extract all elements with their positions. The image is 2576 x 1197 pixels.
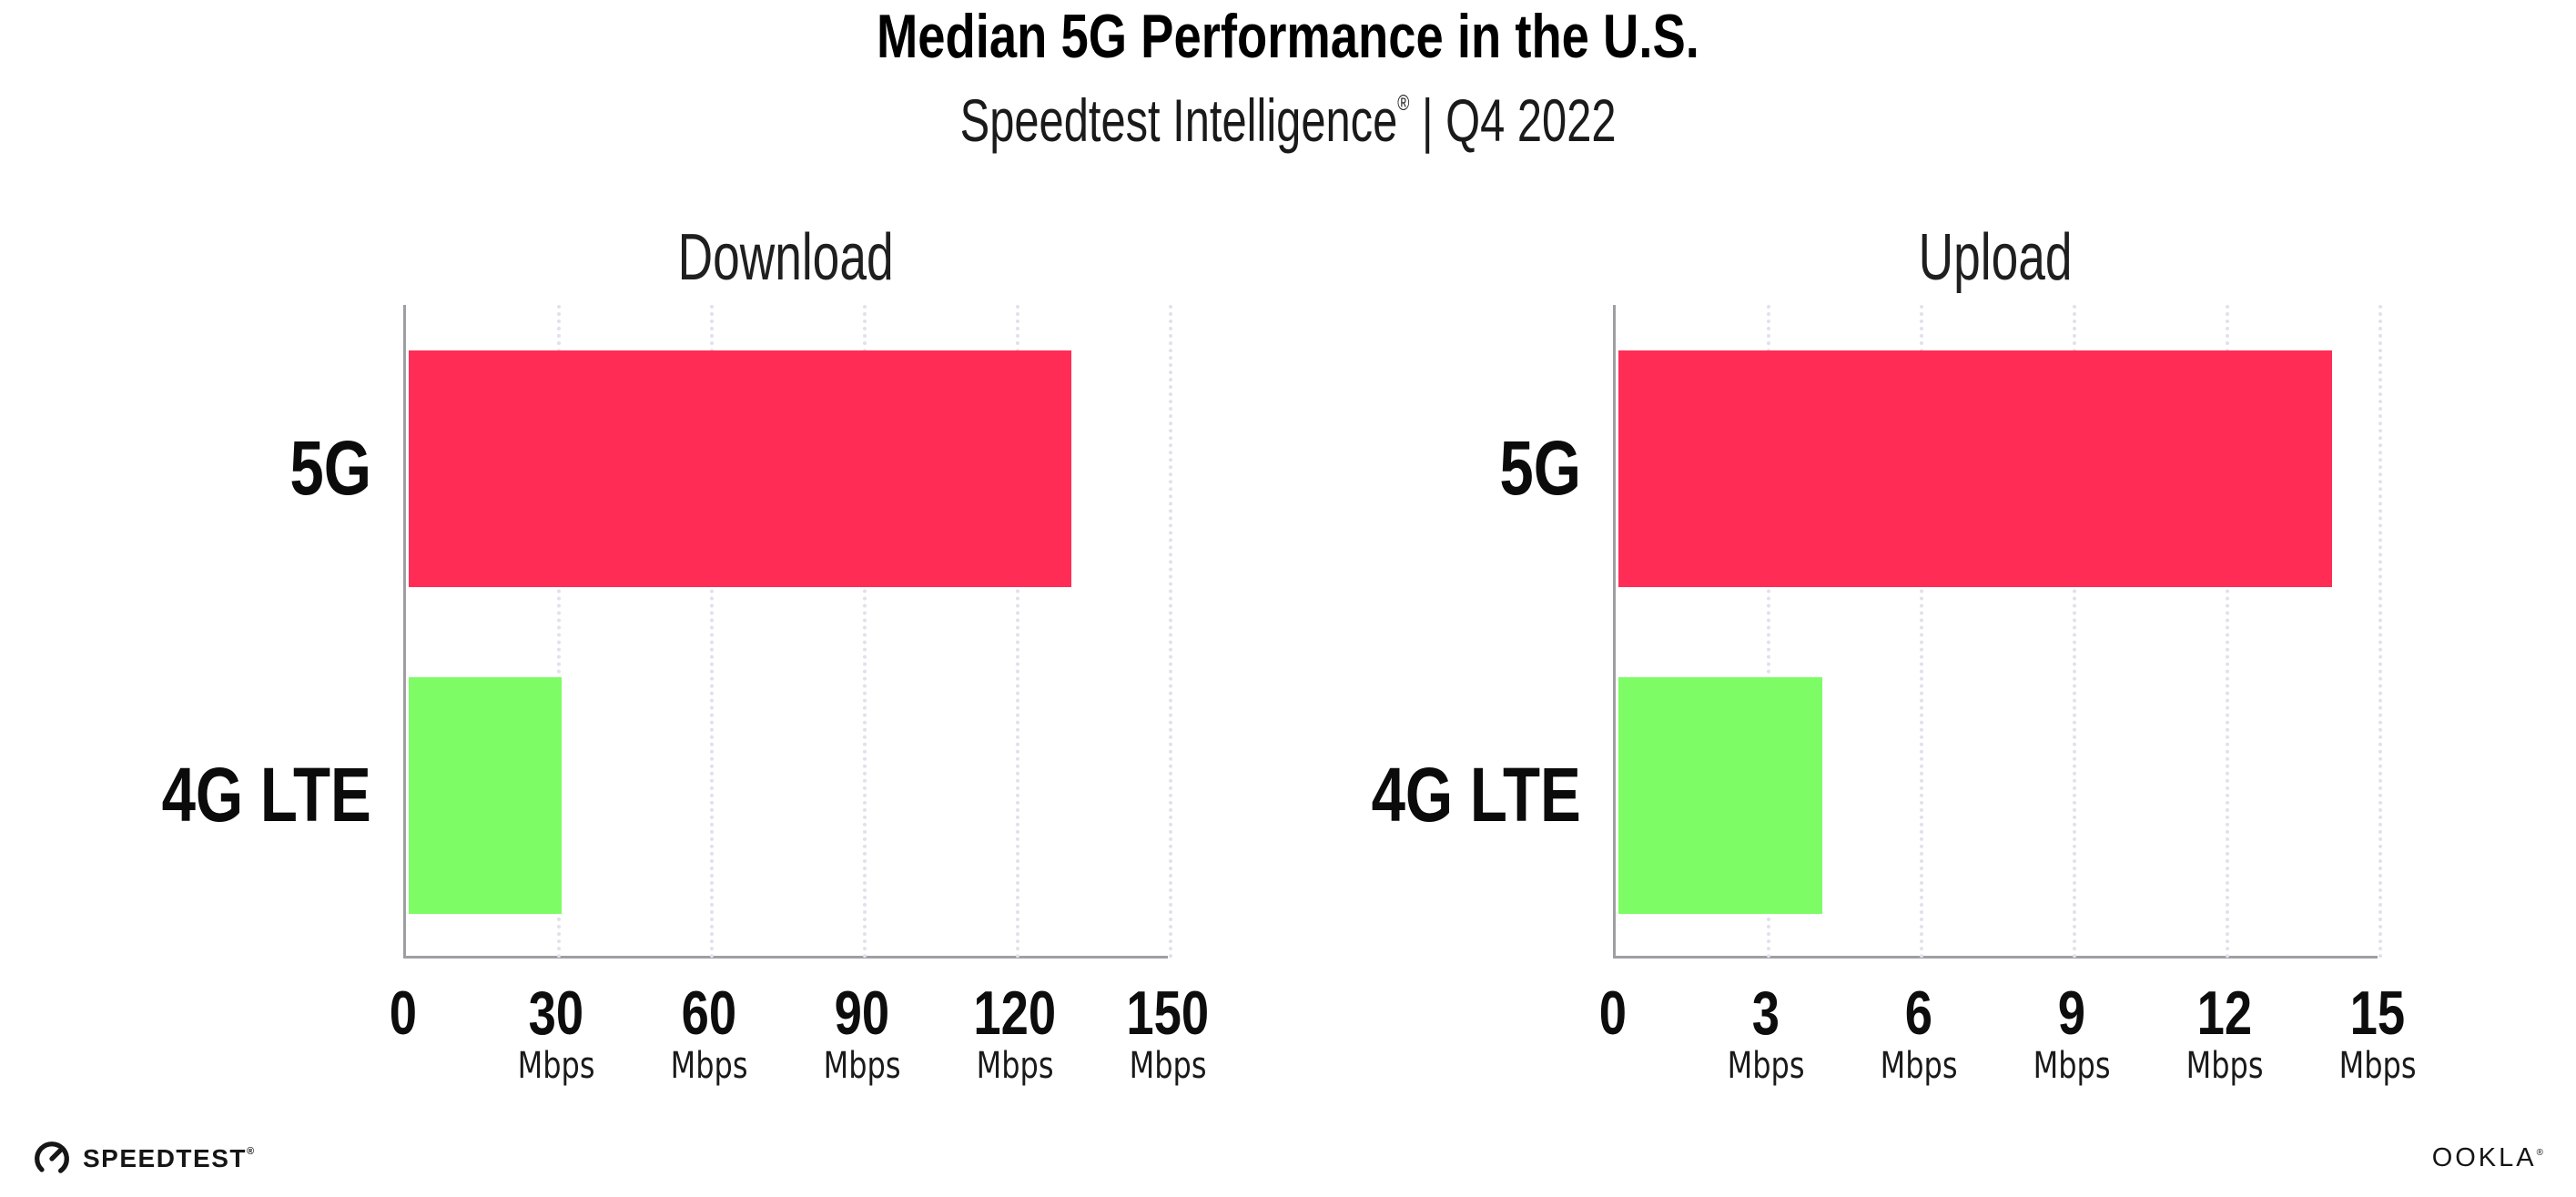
gridline [863,305,867,959]
gridline [1920,305,1923,959]
x-tick-unit: Mbps [976,1045,1054,1087]
x-tick-value: 9 [2057,979,2086,1048]
x-tick-unit: Mbps [2338,1045,2417,1087]
upload-chart: Upload 5G 4G LTE 0 3 Mbps 6 Mbps 9 Mbps 12 Mbps 15… [1372,221,2417,1084]
category-label-4g-lte: 4G LTE [161,752,371,837]
x-tick-unit: Mbps [2033,1045,2111,1087]
x-tick-value: 150 [1126,979,1210,1048]
x-tick-value: 12 [2196,979,2253,1048]
registered-mark: ® [1397,91,1410,116]
bar-4g-lte-download [409,676,562,914]
x-tick-150: 150 Mbps [1059,979,1277,1087]
x-tick-3: 3 Mbps [1657,979,1875,1087]
gridline [2226,305,2229,959]
upload-plot-area: 5G 4G LTE [1372,305,2382,959]
x-tick-value: 0 [1598,979,1628,1048]
subtitle-brand: Speedtest Intelligence [959,86,1398,154]
upload-chart-title: Upload [1918,221,2073,294]
download-chart: Download 5G 4G LTE 0 30 Mbps 60 Mbps 90 Mbps 120… [162,221,1210,1084]
x-tick-unit: Mbps [2186,1045,2264,1087]
gridline [557,305,561,959]
x-tick-value: 90 [834,979,890,1048]
x-tick-unit: Mbps [1129,1045,1207,1087]
x-tick-unit: Mbps [517,1045,595,1087]
subtitle-period: | Q4 2022 [1409,86,1617,154]
x-tick-value: 120 [973,979,1057,1048]
x-tick-30: 30 Mbps [447,979,665,1087]
bar-5g-download [409,350,1071,587]
bar-4g-lte-upload [1618,676,1822,914]
gridline [1169,305,1172,959]
gridline [710,305,714,959]
speedtest-logo: SPEEDTEST® [31,1138,254,1180]
gridline [1016,305,1019,959]
x-tick-value: 30 [528,979,584,1048]
page-subtitle: Speedtest Intelligence® | Q4 2022 [0,71,2576,153]
ookla-logo: OOKLA® [2432,1143,2543,1173]
x-tick-6: 6 Mbps [1810,979,2028,1087]
x-tick-value: 0 [389,979,418,1048]
download-chart-title: Download [677,221,894,294]
download-plot-area: 5G 4G LTE [162,305,1172,959]
gridline [1767,305,1770,959]
x-tick-15: 15 Mbps [2268,979,2487,1087]
x-tick-12: 12 Mbps [2115,979,2334,1087]
ookla-wordmark: OOKLA [2431,1143,2537,1172]
x-tick-9: 9 Mbps [1962,979,2181,1087]
x-tick-120: 120 Mbps [906,979,1124,1087]
category-label-4g-lte: 4G LTE [1371,752,1581,837]
x-tick-value: 6 [1904,979,1933,1048]
gridline [2073,305,2076,959]
x-tick-60: 60 Mbps [600,979,818,1087]
speedtest-registered-mark: ® [246,1146,255,1157]
page-title-text: Median 5G Performance in the U.S. [877,2,1699,71]
x-tick-unit: Mbps [670,1045,748,1087]
speedtest-wordmark: SPEEDTEST® [83,1144,255,1172]
category-label-5g: 5G [289,425,371,511]
category-label-5g: 5G [1499,425,1581,511]
x-tick-unit: Mbps [1880,1045,1958,1087]
x-tick-unit: Mbps [823,1045,901,1087]
page-title: Median 5G Performance in the U.S. [0,4,2576,69]
x-tick-value: 60 [681,979,737,1048]
x-tick-0: 0 [294,979,512,1048]
gridline [2378,305,2382,959]
x-tick-unit: Mbps [1727,1045,1805,1087]
x-tick-value: 15 [2349,979,2406,1048]
x-tick-90: 90 Mbps [753,979,971,1087]
speedtest-gauge-icon [35,1141,69,1176]
x-tick-value: 3 [1751,979,1780,1048]
bar-5g-upload [1618,350,2332,587]
x-tick-0: 0 [1504,979,1722,1048]
ookla-registered-mark: ® [2536,1148,2543,1158]
